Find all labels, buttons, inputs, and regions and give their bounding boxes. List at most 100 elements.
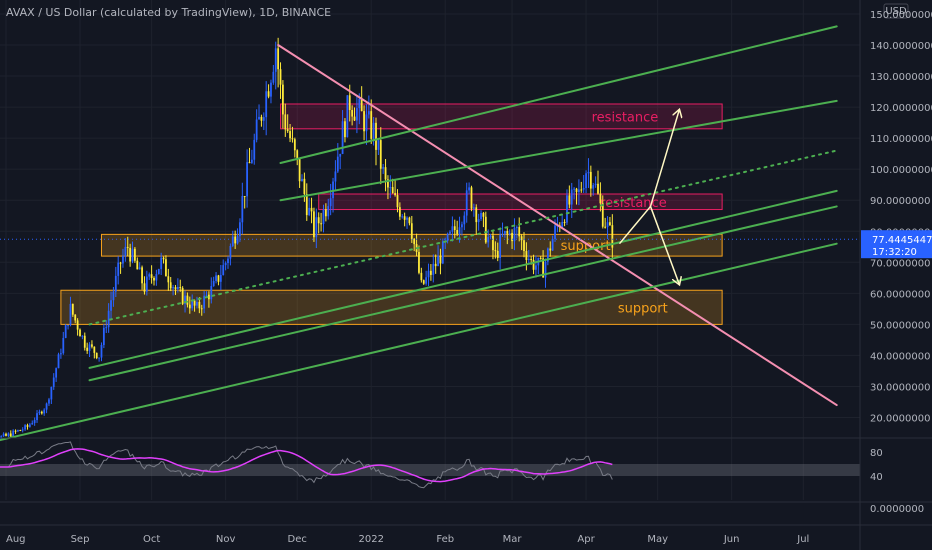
candle-body (274, 48, 277, 72)
candle-body (427, 270, 430, 278)
candle-body (303, 178, 306, 195)
candle-body (57, 354, 60, 369)
candle-body (88, 344, 91, 351)
candle-body (95, 352, 98, 358)
candle-body (243, 196, 246, 198)
candle-body (157, 269, 160, 275)
candle-body (609, 222, 611, 226)
candle-body (134, 248, 136, 261)
candle-body (351, 109, 354, 117)
candle-body (406, 217, 408, 220)
candle-body (193, 300, 196, 306)
candle-body (358, 98, 361, 109)
candle-body (341, 121, 344, 154)
candle-body (575, 188, 578, 193)
candle-body (272, 71, 275, 83)
candle-body (468, 187, 470, 191)
candle-body (262, 117, 265, 121)
price-tick-label: 150.0000000 (870, 10, 932, 21)
candle-body (544, 261, 547, 278)
candle-body (236, 236, 239, 244)
candle-body (284, 114, 287, 130)
rsi-tick-label: 40 (870, 472, 883, 483)
candle-body (279, 69, 282, 85)
candle-body (499, 234, 502, 259)
candle-body (482, 213, 485, 217)
candle-body (229, 245, 232, 259)
candle-body (270, 82, 272, 97)
projection-arrow (649, 206, 680, 284)
candle-body (551, 238, 554, 251)
candle-body (611, 225, 614, 248)
candle-body (365, 114, 368, 132)
price-tick-label: 20.0000000 (870, 414, 930, 425)
candle-body (9, 433, 12, 437)
candle-body (472, 207, 475, 209)
rsi-pane (0, 437, 932, 503)
channel-trendline (279, 25, 838, 164)
candle-body (119, 262, 122, 264)
candle-body (391, 187, 394, 194)
candle-body (367, 111, 370, 115)
candle-body (336, 156, 339, 172)
candle-body (239, 222, 241, 237)
candle-body (432, 263, 435, 275)
candle-body (320, 223, 322, 225)
candle-body (434, 263, 437, 267)
candle-body (291, 138, 294, 140)
candle-body (155, 274, 158, 281)
price-tick-label: 30.0000000 (870, 382, 930, 393)
candle-body (210, 286, 213, 300)
candle-body (43, 409, 46, 414)
candle-body (45, 403, 48, 410)
candle-body (253, 139, 256, 160)
candle-body (441, 241, 444, 264)
candle-body (179, 287, 182, 289)
time-axis-label: Feb (436, 534, 454, 545)
candle-body (138, 267, 141, 270)
candle-body (375, 122, 377, 150)
price-tick-label: 140.0000000 (870, 41, 932, 52)
zero-label: 0.0000000 (870, 504, 924, 515)
candle-body (102, 327, 105, 345)
candle-body (293, 139, 296, 151)
price-tick-label: 110.0000000 (870, 134, 932, 145)
candle-body (28, 424, 31, 427)
candle-body (592, 185, 595, 189)
time-axis-label: Apr (577, 534, 595, 545)
candle-body (289, 131, 291, 139)
candle-body (169, 282, 172, 289)
candle-body (420, 272, 423, 281)
time-axis-label: Mar (503, 534, 523, 545)
candle-body (150, 274, 153, 278)
candle-body (430, 270, 432, 275)
candle-body (50, 386, 53, 400)
candle-body (546, 248, 549, 262)
candle-body (535, 265, 537, 270)
candle-body (208, 294, 210, 300)
candle-body (215, 275, 217, 281)
candle-body (167, 276, 170, 283)
currency-label: USD (885, 6, 907, 17)
time-axis-label: Jun (723, 534, 740, 545)
candle-body (492, 235, 494, 251)
candle-body (370, 111, 373, 139)
candle-body (601, 203, 604, 227)
candle-body (81, 335, 84, 337)
candle-body (100, 344, 103, 358)
candle-body (231, 236, 234, 246)
candle-body (527, 259, 530, 261)
candle-body (539, 257, 542, 259)
candle-body (286, 129, 289, 132)
candle-body (604, 226, 607, 228)
candle-body (48, 399, 50, 404)
price-tick-label: 50.0000000 (870, 320, 930, 331)
candle-body (153, 277, 155, 281)
candle-body (589, 171, 592, 189)
candle-body (561, 221, 564, 228)
candle-body (301, 178, 303, 182)
candle-body (599, 193, 602, 204)
candle-body (363, 111, 365, 132)
